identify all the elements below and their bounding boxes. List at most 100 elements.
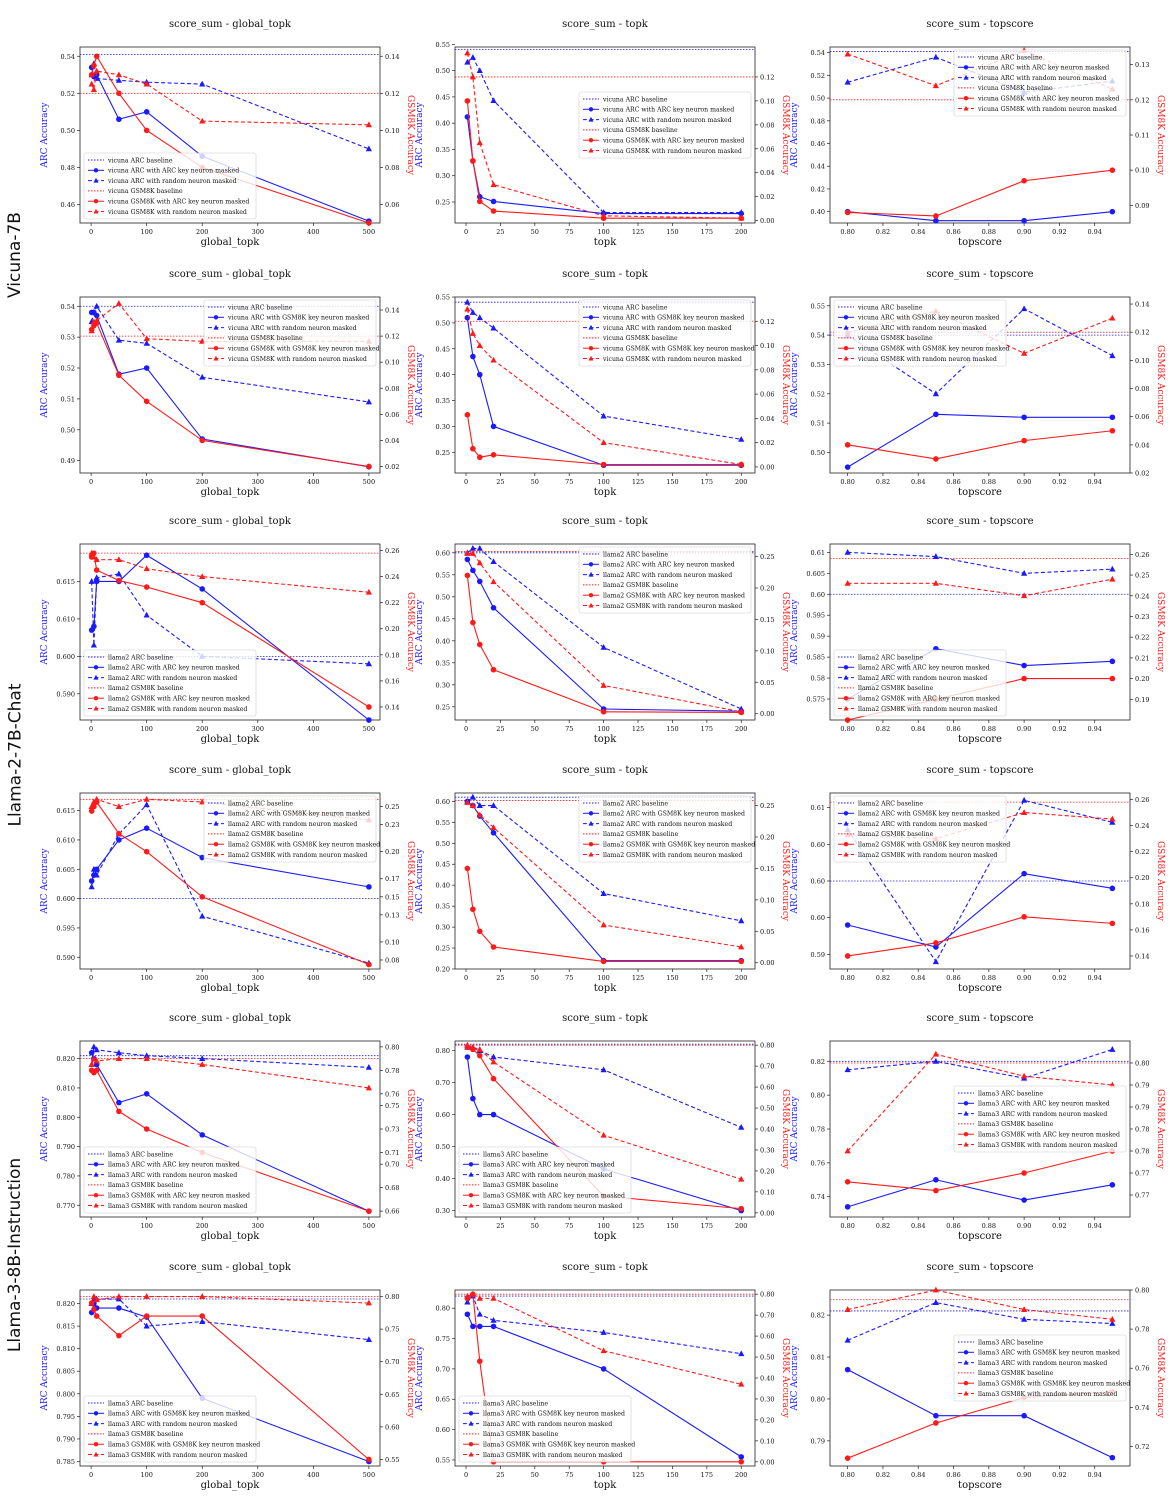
x-tick-label: 150	[666, 478, 678, 486]
y-left-tick-label: 0.50	[61, 426, 75, 434]
y-left-tick-label: 0.30	[436, 681, 450, 689]
data-point	[365, 398, 372, 405]
legend-label: vicuna ARC with random neuron masked	[227, 325, 357, 332]
series-line-1	[847, 1301, 1113, 1341]
panel-vicuna-arc-global_topk: score_sum - global_topk 0 100 200 300 400 500 g…	[40, 19, 415, 248]
data-point	[199, 437, 206, 444]
data-point	[143, 335, 150, 342]
legend-label: llama3 ARC with random neuron masked	[978, 1111, 1107, 1118]
legend-marker	[963, 1132, 969, 1137]
legend-label: vicuna ARC with ARC key neuron masked	[602, 107, 734, 114]
y-right-tick-label: 0.08	[1135, 385, 1149, 393]
y-right-tick-label: 0.14	[385, 53, 399, 61]
x-tick-label: 500	[363, 1471, 375, 1479]
y-right-tick-label: 0.12	[1135, 329, 1149, 337]
y-left-tick-label: 0.80	[811, 1395, 825, 1403]
y-right-tick-label: 0.78	[1135, 1126, 1149, 1134]
legend-label: llama3 ARC baseline	[108, 1400, 173, 1407]
legend: llama3 ARC baseline llama3 ARC with ARC k…	[953, 1085, 1127, 1153]
y-right-tick-label: 0.14	[1135, 952, 1149, 960]
panel-vicuna-arc-topk: score_sum - topk 0 25 50 75 100 125 150 175 200 to…	[415, 19, 790, 248]
data-point	[143, 1313, 150, 1319]
legend-label: llama3 GSM8K with random neuron masked	[108, 1452, 247, 1459]
data-point	[1109, 575, 1116, 582]
y-left-tick-label: 0.610	[56, 836, 75, 844]
data-point	[600, 412, 607, 419]
y-left-tick-label: 0.45	[436, 615, 450, 623]
data-point	[600, 644, 607, 650]
y-left-tick-label: 0.50	[436, 1143, 450, 1151]
data-point	[93, 317, 100, 323]
legend-label: llama2 ARC with random neuron masked	[858, 675, 987, 682]
x-tick-label: 100	[597, 478, 609, 486]
series-line-1	[847, 551, 1113, 574]
legend-marker	[588, 562, 594, 567]
x-tick-label: 25	[496, 1222, 504, 1230]
legend: vicuna ARC baseline vicuna ARC with ARC k…	[953, 49, 1127, 117]
legend-label: vicuna GSM8K baseline	[107, 188, 183, 195]
y-left-tick-label: 0.30	[436, 924, 450, 932]
plot-frame	[79, 543, 381, 721]
legend-box	[83, 1146, 257, 1214]
data-point	[93, 1067, 100, 1074]
legend-label: llama2 ARC baseline	[858, 654, 923, 661]
x-tick-label: 0	[464, 228, 468, 236]
legend: llama2 ARC baseline llama2 ARC with GSM8K…	[578, 795, 755, 863]
data-point	[844, 1366, 851, 1373]
legend-marker	[963, 1101, 969, 1106]
legend-label: vicuna GSM8K with GSM8K key neuron maske…	[227, 346, 380, 353]
legend: llama2 ARC baseline llama2 ARC with ARC k…	[83, 649, 257, 717]
legend-marker	[843, 346, 849, 351]
x-tick-label: 0.82	[876, 1222, 890, 1230]
legend-label: llama3 ARC with ARC key neuron masked	[483, 1162, 615, 1169]
data-point	[143, 1052, 150, 1059]
y-right-tick-label: 0.04	[1135, 441, 1149, 449]
chart-title: score_sum - topk	[562, 1013, 649, 1024]
legend-box	[833, 299, 1007, 367]
x-tick-label: 100	[597, 974, 609, 982]
legend-marker	[963, 105, 969, 111]
y-left-tick-label: 0.65	[436, 1396, 450, 1404]
data-point	[844, 579, 851, 586]
legend-marker	[93, 1171, 99, 1177]
legend-label: llama2 ARC baseline	[108, 654, 173, 661]
y-left-tick-label: 0.46	[811, 140, 825, 148]
x-tick-label: 400	[307, 974, 319, 982]
y-left-tick-label: 0.48	[811, 117, 825, 125]
y-right-tick-label: 0.00	[760, 710, 774, 718]
x-tick-label: 0.92	[1052, 1471, 1066, 1479]
y-left-tick-label: 0.51	[811, 420, 825, 428]
y-right-tick-label: 0.80	[1135, 1060, 1149, 1068]
legend: llama3 ARC baseline llama3 ARC with GSM8K…	[953, 1334, 1130, 1402]
y-right-tick-label: 0.77	[1135, 1192, 1149, 1200]
legend-label: vicuna ARC with random neuron masked	[977, 75, 1107, 82]
y-right-tick-label: 0.25	[760, 802, 774, 810]
data-point	[199, 1318, 206, 1324]
legend-label: llama2 GSM8K baseline	[108, 685, 184, 692]
legend-label: llama3 GSM8K with GSM8K key neuron maske…	[483, 1442, 635, 1449]
data-point	[366, 884, 372, 890]
y-left-tick-label: 0.610	[56, 615, 75, 623]
y-right-tick-label: 0.12	[1135, 96, 1149, 104]
data-point	[199, 1293, 206, 1299]
x-tick-label: 0.82	[876, 228, 890, 236]
data-point	[1021, 796, 1028, 803]
data-point	[1109, 414, 1116, 421]
y-right-tick-label: 0.20	[385, 625, 399, 633]
y-right-tick-label: 0.06	[385, 411, 399, 419]
y-left-tick-label: 0.58	[811, 675, 825, 683]
y-right-axis-label: GSM8K Accuracy	[405, 95, 415, 176]
y-right-tick-label: 0.20	[385, 848, 399, 856]
y-left-tick-label: 0.780	[56, 1172, 75, 1180]
series-line-3	[467, 1044, 742, 1180]
y-right-tick-label: 0.80	[760, 1042, 774, 1050]
data-point	[933, 1176, 939, 1183]
y-left-axis-label: ARC Accuracy	[40, 847, 50, 914]
data-point	[1109, 208, 1116, 215]
y-left-tick-label: 0.595	[806, 612, 825, 620]
data-point	[600, 212, 607, 219]
legend-marker	[588, 346, 594, 351]
data-point	[469, 73, 476, 80]
x-tick-label: 0	[464, 974, 468, 982]
plot-frame	[829, 543, 1131, 721]
